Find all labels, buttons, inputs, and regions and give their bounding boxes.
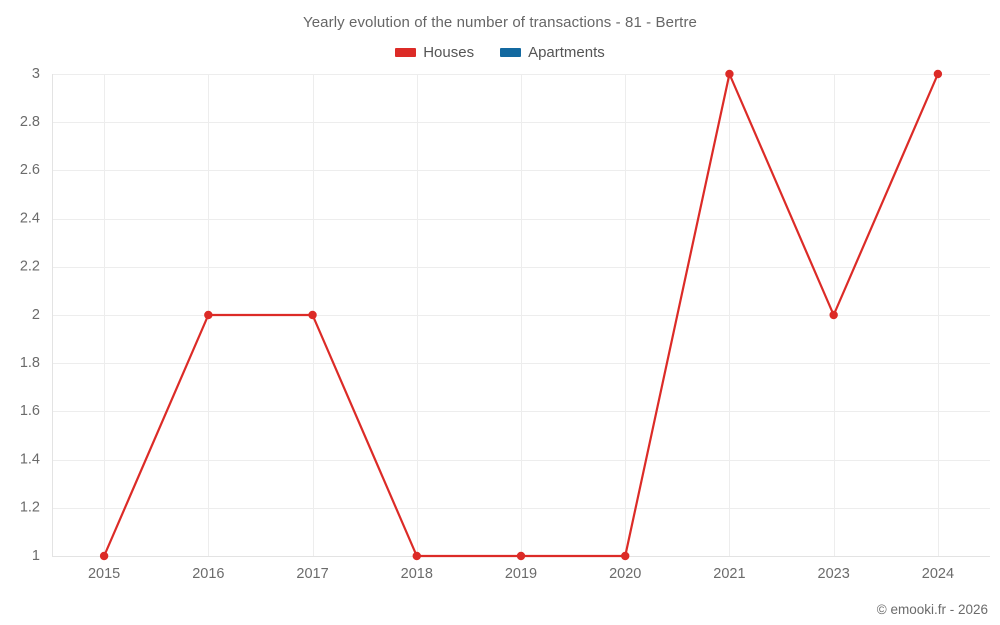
data-point-marker[interactable] [412, 551, 421, 561]
y-axis-tick-label: 2.4 [20, 210, 40, 226]
x-axis-tick-label: 2016 [192, 566, 224, 582]
data-point-marker[interactable] [621, 551, 630, 561]
data-point-marker[interactable] [725, 69, 734, 79]
data-point-marker[interactable] [933, 69, 943, 79]
y-axis-tick-label: 2.8 [20, 114, 40, 130]
y-axis-tick-label: 1 [32, 548, 40, 564]
y-axis-tick-label: 1.4 [20, 451, 40, 467]
legend-swatch-houses-icon [395, 48, 417, 57]
y-axis-tick-label: 2.2 [20, 259, 40, 275]
legend-item-houses[interactable]: Houses [395, 44, 474, 61]
x-axis-tick-label: 2023 [818, 566, 850, 582]
data-point-marker[interactable] [829, 310, 838, 320]
x-axis-tick-label: 2024 [922, 566, 954, 582]
x-axis-tick-label: 2019 [505, 566, 537, 582]
y-axis-tick-label: 3 [32, 66, 40, 82]
y-axis-tick-label: 2 [32, 307, 40, 323]
y-axis-tick-label: 2.6 [20, 162, 40, 178]
legend-label-apartments: Apartments [528, 44, 605, 61]
data-point-marker[interactable] [516, 551, 526, 561]
data-point-marker[interactable] [308, 310, 317, 320]
x-axis-tick-label: 2017 [296, 566, 328, 582]
legend-label-houses: Houses [423, 44, 475, 61]
legend-item-apartments[interactable]: Apartments [500, 44, 605, 61]
y-axis-tick-label: 1.6 [20, 403, 40, 419]
x-axis-tick-label: 2020 [609, 566, 641, 582]
data-point-marker[interactable] [204, 310, 213, 320]
y-axis-tick-label: 1.2 [20, 500, 40, 516]
chart-legend: Houses Apartments [0, 44, 1000, 61]
y-axis-tick-label: 1.8 [20, 355, 40, 371]
data-point-marker[interactable] [99, 551, 109, 561]
footer-credit: © emooki.fr - 2026 [876, 602, 988, 617]
x-axis-tick-label: 2015 [88, 566, 120, 582]
x-axis-tick-label: 2021 [713, 566, 745, 582]
x-axis-tick-label: 2018 [401, 566, 433, 582]
chart-title: Yearly evolution of the number of transa… [303, 14, 697, 31]
legend-swatch-apartments-icon [500, 48, 522, 57]
